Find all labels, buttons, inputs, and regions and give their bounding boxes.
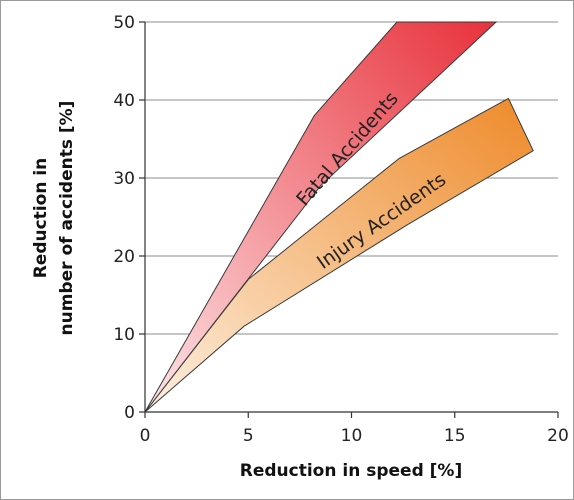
x-tick-label-5: 5 (243, 426, 254, 446)
tick-labels: 0 10 20 30 40 50 0 5 10 15 20 (113, 13, 568, 446)
y-tick-label-10: 10 (113, 325, 135, 345)
x-tick-label-0: 0 (140, 426, 151, 446)
x-tick-label-10: 10 (341, 426, 363, 446)
y-tick-label-20: 20 (113, 247, 135, 267)
x-tick-label-20: 20 (547, 426, 569, 446)
x-axis-title: Reduction in speed [%] (240, 461, 462, 481)
gridlines (145, 21, 558, 335)
y-tick-label-40: 40 (113, 91, 135, 111)
x-tick-label-15: 15 (444, 426, 466, 446)
y-axis-title-line-1: Reduction in (31, 158, 51, 279)
y-tick-label-0: 0 (124, 403, 135, 423)
y-axis-title-line-2: number of accidents [%] (57, 101, 77, 336)
axes (139, 21, 559, 418)
bands (144, 21, 534, 413)
band-injury-accidents (144, 97, 534, 413)
y-tick-label-30: 30 (113, 169, 135, 189)
band-fatal-accidents (144, 21, 498, 413)
y-tick-label-50: 50 (113, 13, 135, 33)
